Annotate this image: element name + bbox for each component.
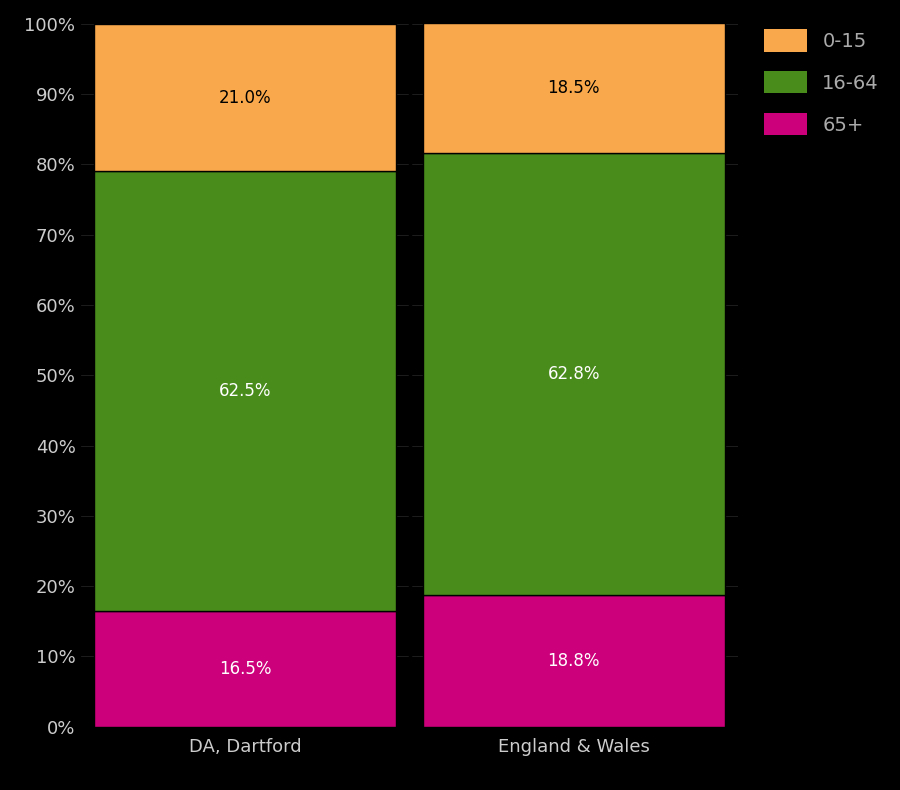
- Text: 16.5%: 16.5%: [219, 660, 272, 678]
- Bar: [423, 595, 724, 727]
- Bar: [94, 24, 396, 171]
- Legend: 0-15, 16-64, 65+: 0-15, 16-64, 65+: [754, 20, 888, 145]
- Bar: [94, 611, 396, 727]
- Text: 18.8%: 18.8%: [547, 652, 600, 670]
- Bar: [423, 23, 724, 153]
- Text: 21.0%: 21.0%: [219, 88, 272, 107]
- Bar: [423, 153, 724, 595]
- Text: 62.5%: 62.5%: [219, 382, 272, 400]
- Text: 18.5%: 18.5%: [547, 79, 600, 97]
- Bar: [94, 171, 396, 611]
- Text: 62.8%: 62.8%: [547, 365, 600, 383]
